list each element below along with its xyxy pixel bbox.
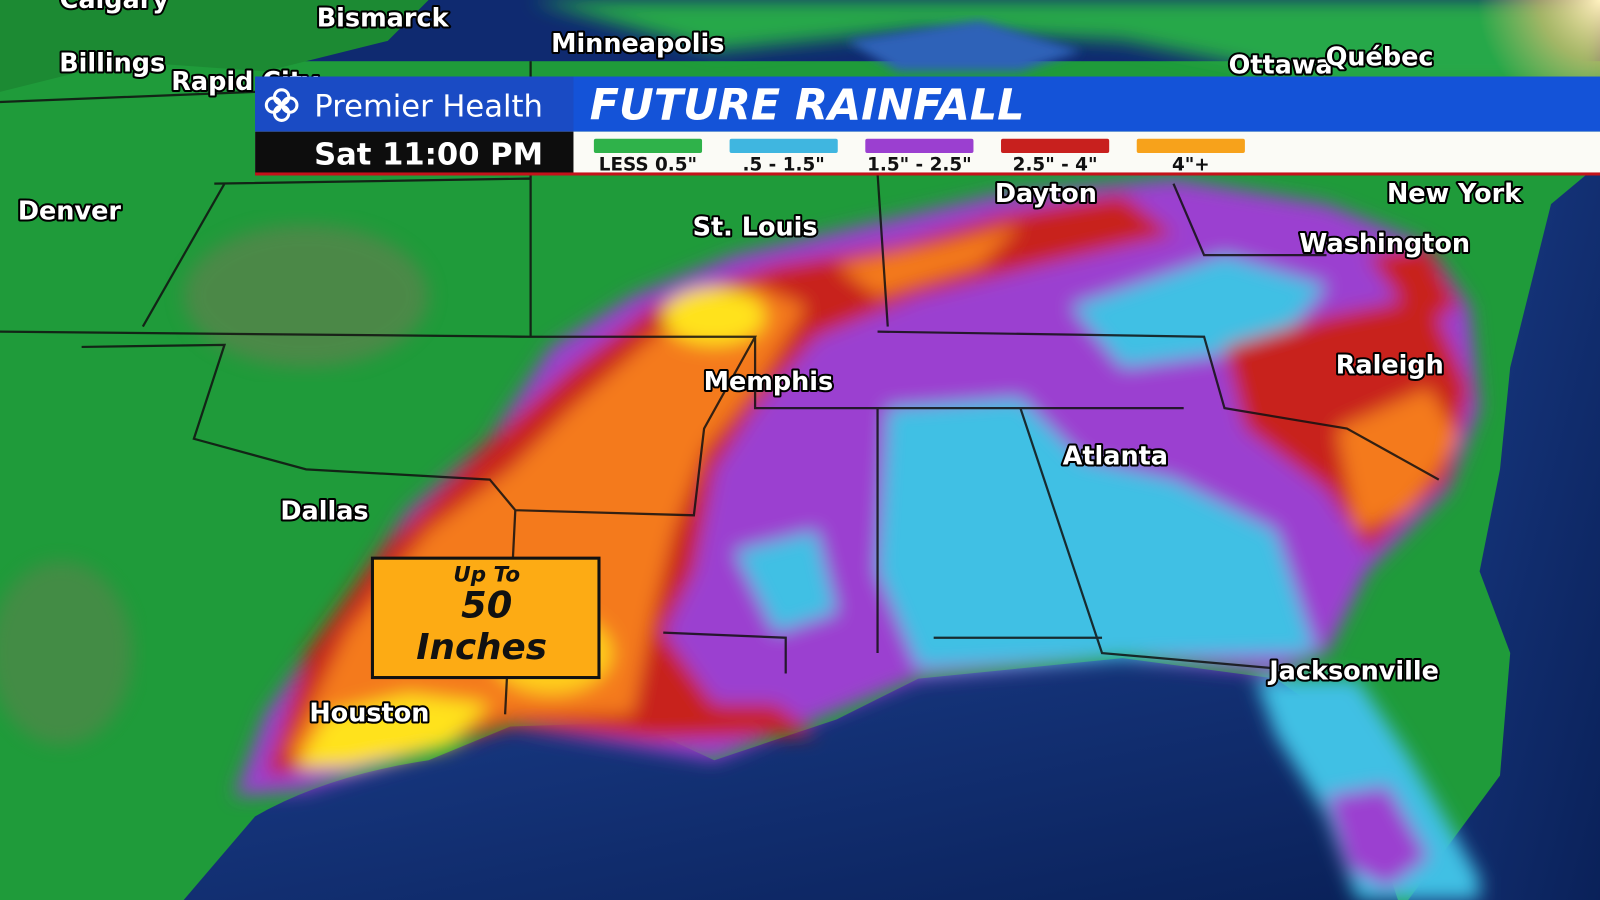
legend-label: .5 - 1.5" [743, 154, 825, 175]
city-label: Dallas [280, 496, 368, 526]
forecast-time: Sat 11:00 PM [314, 137, 543, 172]
header-banner: Premier Health FUTURE RAINFALL Sat 11:00… [255, 76, 1600, 176]
legend-swatch [1136, 138, 1245, 154]
callout-line: Up To [453, 563, 520, 588]
legend-swatch [1001, 138, 1110, 154]
brand-name: Premier Health [314, 89, 543, 124]
city-label: Billings [59, 48, 165, 78]
state-borders [0, 61, 1440, 715]
city-label: Minneapolis [551, 29, 724, 59]
title: FUTURE RAINFALL [590, 80, 1025, 130]
city-label: Québec [1326, 42, 1434, 72]
city-label: St. Louis [693, 213, 818, 243]
legend-label: LESS 0.5" [599, 154, 697, 175]
city-label: Atlanta [1063, 441, 1168, 471]
city-label: Bismarck [317, 4, 450, 34]
city-label: Washington [1299, 229, 1470, 259]
city-label: New York [1387, 179, 1522, 209]
city-label: Denver [18, 196, 122, 226]
legend: LESS 0.5" .5 - 1.5" 1.5" - 2.5" 2.5" - 4" 4"… [593, 138, 1245, 175]
city-label: Raleigh [1336, 350, 1444, 380]
city-label: Jacksonville [1267, 657, 1439, 687]
city-label: Memphis [704, 367, 834, 397]
legend-label: 1.5" - 2.5" [867, 154, 972, 175]
city-label: Houston [309, 698, 429, 728]
city-label: Ottawa [1229, 50, 1333, 80]
city-label: Calgary [60, 0, 170, 15]
callout: Up To 50 Inches [370, 556, 601, 680]
legend-swatch [865, 138, 974, 154]
callout-line: 50 [461, 583, 512, 626]
brand-logo [264, 88, 299, 122]
legend-label: 2.5" - 4" [1013, 154, 1098, 175]
legend-swatch [593, 138, 703, 154]
city-label: Dayton [995, 179, 1097, 209]
callout-line: Inches [416, 627, 547, 668]
legend-label: 4"+ [1172, 154, 1210, 175]
legend-swatch [729, 138, 838, 154]
